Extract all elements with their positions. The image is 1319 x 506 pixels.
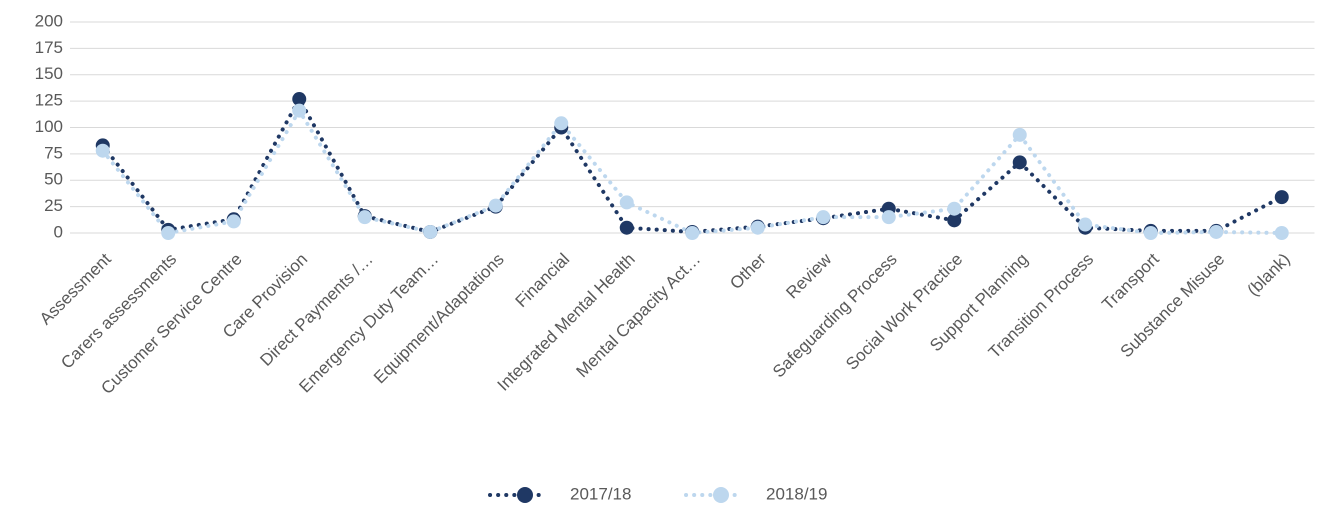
data-point <box>554 116 569 131</box>
legend-marker <box>517 487 533 503</box>
legend-marker <box>713 487 729 503</box>
data-point <box>488 198 503 213</box>
data-point <box>685 226 700 240</box>
x-tick-label: Mental Capacity Act… <box>573 250 705 382</box>
data-point <box>750 220 765 235</box>
data-point <box>161 226 176 240</box>
y-tick-label: 25 <box>44 196 63 215</box>
y-tick-label: 150 <box>35 64 63 83</box>
data-point <box>1012 127 1027 142</box>
y-tick-label: 50 <box>44 170 63 189</box>
data-point <box>292 103 307 118</box>
y-tick-label: 75 <box>44 143 63 162</box>
data-point <box>1143 226 1158 240</box>
series-line <box>100 94 1284 235</box>
legend-item: 2018/19 <box>684 484 827 503</box>
data-point <box>881 210 896 225</box>
legend-label: 2017/18 <box>570 484 631 503</box>
data-point <box>816 210 831 225</box>
data-point <box>1274 226 1289 240</box>
data-point <box>619 220 634 235</box>
data-point <box>947 201 962 216</box>
x-tick-label: Direct Payments /… <box>256 250 376 370</box>
x-tick-label: Transport <box>1098 249 1163 314</box>
data-point <box>357 210 372 225</box>
data-point <box>423 224 438 239</box>
x-tick-label: Financial <box>512 250 574 312</box>
x-tick-label: Review <box>782 249 835 302</box>
legend-item: 2017/18 <box>488 484 631 503</box>
x-tick-label: Other <box>726 249 770 293</box>
series-line <box>100 106 1284 236</box>
data-point <box>1274 190 1289 205</box>
y-tick-label: 200 <box>35 11 63 30</box>
x-tick-label: Safeguarding Process <box>769 250 901 382</box>
data-point <box>1012 155 1027 170</box>
x-tick-label: Equipment/Adaptations <box>370 250 508 388</box>
y-tick-label: 175 <box>35 38 63 57</box>
y-tick-label: 125 <box>35 91 63 110</box>
data-point <box>947 213 962 228</box>
y-tick-label: 0 <box>54 222 63 241</box>
data-point <box>1078 217 1093 232</box>
x-tick-label: Social Work Practice <box>842 250 966 374</box>
data-point <box>292 92 307 107</box>
data-point <box>619 195 634 210</box>
x-tick-label: (blank) <box>1244 250 1294 300</box>
data-point <box>226 214 241 229</box>
y-tick-label: 100 <box>35 117 63 136</box>
data-point <box>95 143 110 158</box>
legend-label: 2018/19 <box>766 484 827 503</box>
x-tick-label: Carers assessments <box>57 250 180 373</box>
data-point <box>1209 224 1224 239</box>
